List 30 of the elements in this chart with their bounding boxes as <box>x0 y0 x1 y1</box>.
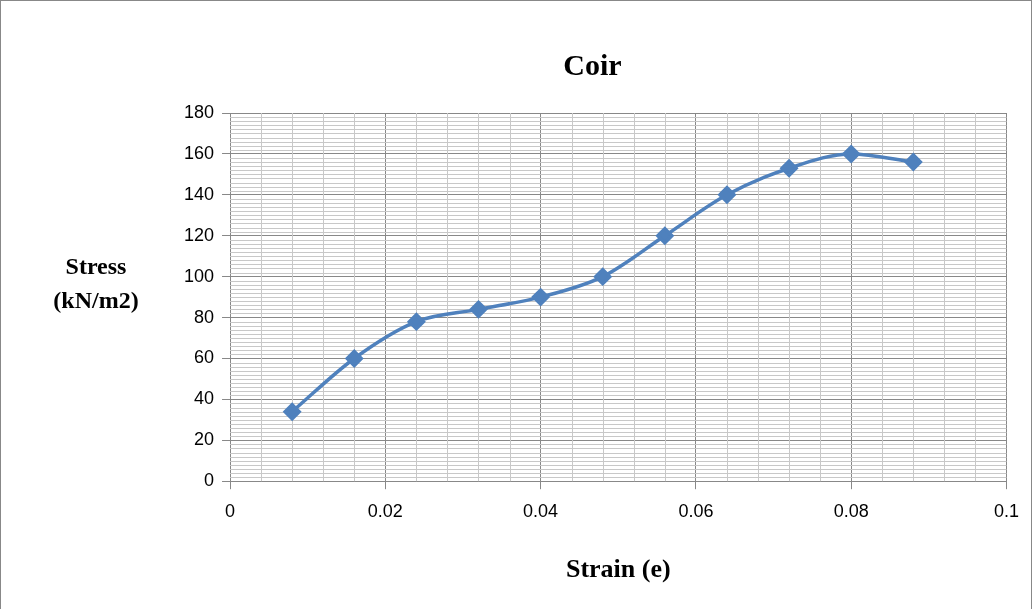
x-tick-label: 0.04 <box>523 500 559 521</box>
x-tick-label: 0.1 <box>993 500 1019 521</box>
y-tick-label: 160 <box>183 142 215 163</box>
y-tick-label: 100 <box>183 265 215 286</box>
y-tick-label: 0 <box>204 470 215 491</box>
point <box>345 349 364 368</box>
x-tick-label: 0 <box>225 500 236 521</box>
x-axis-title: Strain (e) <box>565 554 671 584</box>
point <box>407 312 426 331</box>
point <box>593 267 612 286</box>
x-tick-label: 0.08 <box>833 500 869 521</box>
point <box>469 300 488 319</box>
point <box>656 226 674 245</box>
x-tick-label: 0.02 <box>367 500 403 521</box>
y-tick-label: 120 <box>183 224 215 245</box>
y-tick-label: 40 <box>194 388 215 409</box>
chart-title: Coir <box>563 47 622 81</box>
point <box>904 153 923 171</box>
point <box>842 145 860 163</box>
y-tick-label: 20 <box>194 429 215 450</box>
y-tick-label: 140 <box>183 183 215 204</box>
point <box>780 159 798 177</box>
y-tick-label: 60 <box>194 347 215 368</box>
y-axis-title: Stress (kN/m2) <box>53 253 139 314</box>
point <box>718 186 736 204</box>
point <box>531 288 550 306</box>
y-tick-label: 80 <box>194 306 215 327</box>
point <box>283 402 301 421</box>
x-tick-label: 0.06 <box>678 500 714 521</box>
y-tick-label: 180 <box>183 101 215 122</box>
